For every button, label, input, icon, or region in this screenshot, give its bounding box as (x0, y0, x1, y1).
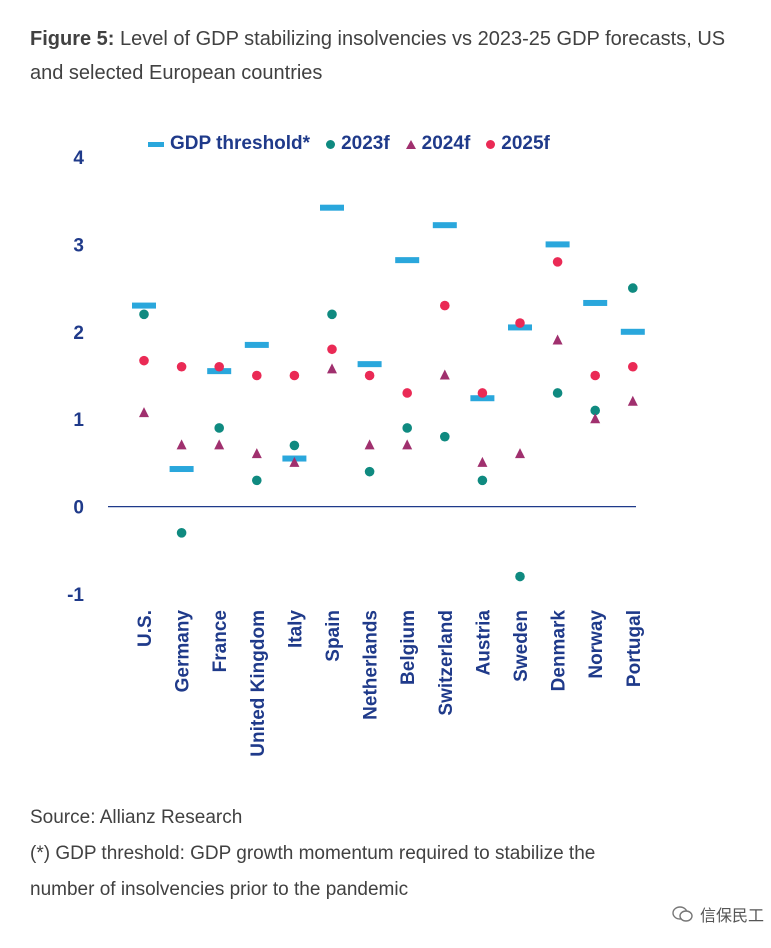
forecast-2024-triangle (477, 456, 488, 467)
forecast-2025-point (477, 388, 488, 398)
forecast-2024-triangle (251, 448, 262, 459)
wechat-icon (672, 906, 693, 922)
footnote-line-2: number of insolvencies prior to the pand… (30, 879, 409, 900)
forecast-2025-point (251, 370, 262, 381)
forecast-2023-point (590, 405, 600, 416)
forecast-2024-triangle (590, 413, 601, 424)
x-category-label: Belgium (398, 610, 419, 685)
y-tick-label: 0 (73, 498, 84, 519)
forecast-2025-point (552, 257, 563, 267)
forecast-2025-point (214, 361, 224, 372)
forecast-2023-point (477, 475, 488, 486)
forecast-2025-point (364, 370, 375, 381)
x-category-label: Switzerland (436, 610, 457, 716)
legend-item-2023: 2023f (326, 133, 390, 155)
x-category-label: France (210, 610, 231, 672)
legend-label-2025: 2025f (501, 133, 550, 154)
forecast-2024-triangle (139, 407, 149, 418)
x-category-label: Denmark (549, 610, 570, 692)
forecast-2025-point (139, 355, 149, 366)
forecast-2025-point (628, 361, 638, 372)
forecast-2025-point (289, 370, 300, 381)
figure-number: Figure 5: (30, 28, 115, 50)
source-text: Source: Allianz Research (30, 807, 243, 828)
forecast-2024-triangle (289, 456, 300, 467)
y-tick-label: 3 (73, 235, 84, 256)
forecast-2023-point (289, 440, 300, 451)
forecast-2025-point (440, 300, 450, 311)
x-category-label: Portugal (624, 610, 645, 687)
forecast-2024-triangle (552, 334, 563, 345)
chart-plot: -1 0 1 2 3 4 U.S. Germany France United Kingdom It… (67, 148, 645, 757)
y-tick-label: 1 (73, 410, 84, 431)
forecast-2024-triangle (627, 395, 638, 406)
forecast-2023-point (515, 571, 525, 582)
x-category-label: Germany (173, 610, 194, 693)
forecast-2023-point (139, 309, 149, 320)
legend-triangle-icon-2024 (405, 139, 416, 149)
legend-label-2024: 2024f (421, 133, 471, 154)
legend-dash-icon (148, 141, 164, 147)
legend-label-2023: 2023f (341, 133, 390, 154)
watermark-text: 信保民工 (700, 908, 765, 925)
forecast-2025-point (402, 388, 413, 398)
threshold-dash-mark (244, 341, 269, 348)
y-tick-label: -1 (67, 585, 84, 606)
x-category-label: Austria (473, 610, 494, 676)
threshold-dash-mark (545, 241, 570, 248)
x-category-label: Netherlands (361, 610, 382, 720)
forecast-2023-point (214, 423, 224, 433)
forecast-2023-point (251, 475, 262, 486)
forecast-2025-point (327, 344, 337, 355)
x-category-label: Norway (586, 610, 607, 679)
forecast-2024-triangle (364, 439, 375, 450)
y-tick-label: 4 (73, 148, 84, 169)
forecast-2025-point (590, 370, 600, 381)
forecast-2024-triangle (402, 439, 413, 450)
forecast-2023-point (402, 423, 413, 433)
watermark: 信保民工 (672, 902, 764, 926)
forecast-2024-triangle (214, 439, 225, 450)
x-category-label: Sweden (511, 610, 532, 682)
threshold-dash-mark (620, 328, 645, 335)
forecast-2023-point (440, 431, 450, 442)
forecast-2023-point (327, 309, 337, 320)
forecast-2023-point (552, 388, 563, 398)
chart-legend: GDP threshold* 2023f 2024f 2025f (148, 130, 566, 158)
x-category-label: U.S. (135, 610, 156, 647)
source-notes: Source: Allianz Research (*) GDP thresho… (30, 800, 750, 908)
legend-circle-icon-2025 (486, 139, 496, 149)
threshold-dash-mark (132, 302, 156, 309)
x-category-label: United Kingdom (248, 610, 269, 757)
footnote-line-1: (*) GDP threshold: GDP growth momentum r… (30, 843, 596, 864)
threshold-dash-mark (395, 257, 420, 264)
chart-title: Figure 5: Level of GDP stabilizing insol… (30, 22, 750, 90)
title-text: Level of GDP stabilizing insolvencies vs… (30, 28, 726, 84)
legend-item-threshold: GDP threshold* (148, 133, 310, 155)
threshold-dash-mark (320, 204, 344, 211)
threshold-dash-mark (357, 361, 382, 368)
forecast-2024-triangle (176, 439, 187, 450)
threshold-dash-mark (470, 395, 495, 402)
legend-circle-icon-2023 (326, 139, 336, 149)
legend-label-threshold: GDP threshold* (170, 133, 311, 154)
legend-item-2025: 2025f (486, 133, 550, 155)
forecast-2023-point (628, 283, 638, 293)
forecast-2025-point (515, 318, 525, 328)
forecast-2023-point (364, 466, 375, 477)
forecast-2024-triangle (327, 363, 337, 374)
legend-item-2024: 2024f (405, 133, 471, 155)
forecast-2024-triangle (515, 448, 525, 459)
x-category-label: Spain (323, 610, 344, 662)
threshold-dash-mark (432, 222, 457, 229)
y-tick-label: 2 (73, 323, 84, 344)
forecast-2024-triangle (439, 369, 450, 380)
forecast-2023-point (176, 528, 187, 538)
threshold-dash-mark (169, 466, 194, 473)
threshold-dash-mark (583, 299, 608, 306)
forecast-2025-point (176, 361, 187, 372)
x-category-label: Italy (285, 610, 306, 648)
